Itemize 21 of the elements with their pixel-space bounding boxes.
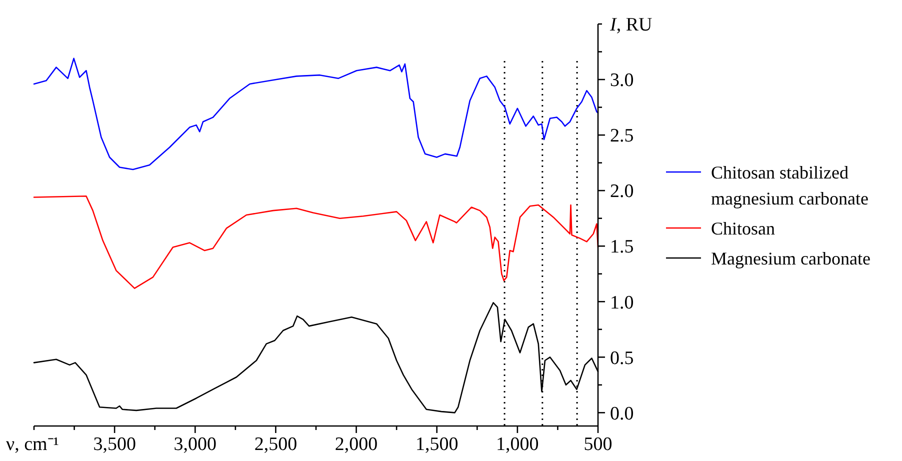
y-tick-label: 2.0: [610, 181, 634, 202]
legend-label: Magnesium carbonate: [711, 248, 870, 268]
x-tick-label: 3,000: [174, 434, 217, 455]
y-tick-label: 0.5: [610, 348, 634, 369]
y-axis-title: I, RU: [609, 14, 652, 36]
x-tick-label: 1,500: [415, 434, 458, 455]
y-tick-label: 2.5: [610, 126, 634, 147]
line-series: [33, 58, 599, 170]
y-tick-label: 1.5: [610, 236, 634, 258]
x-tick-label: 500: [584, 434, 612, 455]
y-tick-label: 1.0: [610, 292, 634, 314]
x-tick-label: 1,000: [496, 434, 539, 455]
x-tick-label: 3,500: [93, 434, 136, 455]
x-tick-label: 2,000: [334, 434, 378, 455]
y-tick-label: 0.0: [610, 403, 634, 424]
y-tick-label: 3.0: [610, 70, 634, 92]
legend-label: Chitosan: [711, 218, 776, 238]
line-series: [33, 195, 599, 289]
x-tick-label: 2,500: [254, 434, 298, 455]
legend-label: Chitosan stabilized magnesium carbonate: [711, 162, 868, 208]
x-axis-title: ν, cm⁻¹: [6, 434, 60, 455]
